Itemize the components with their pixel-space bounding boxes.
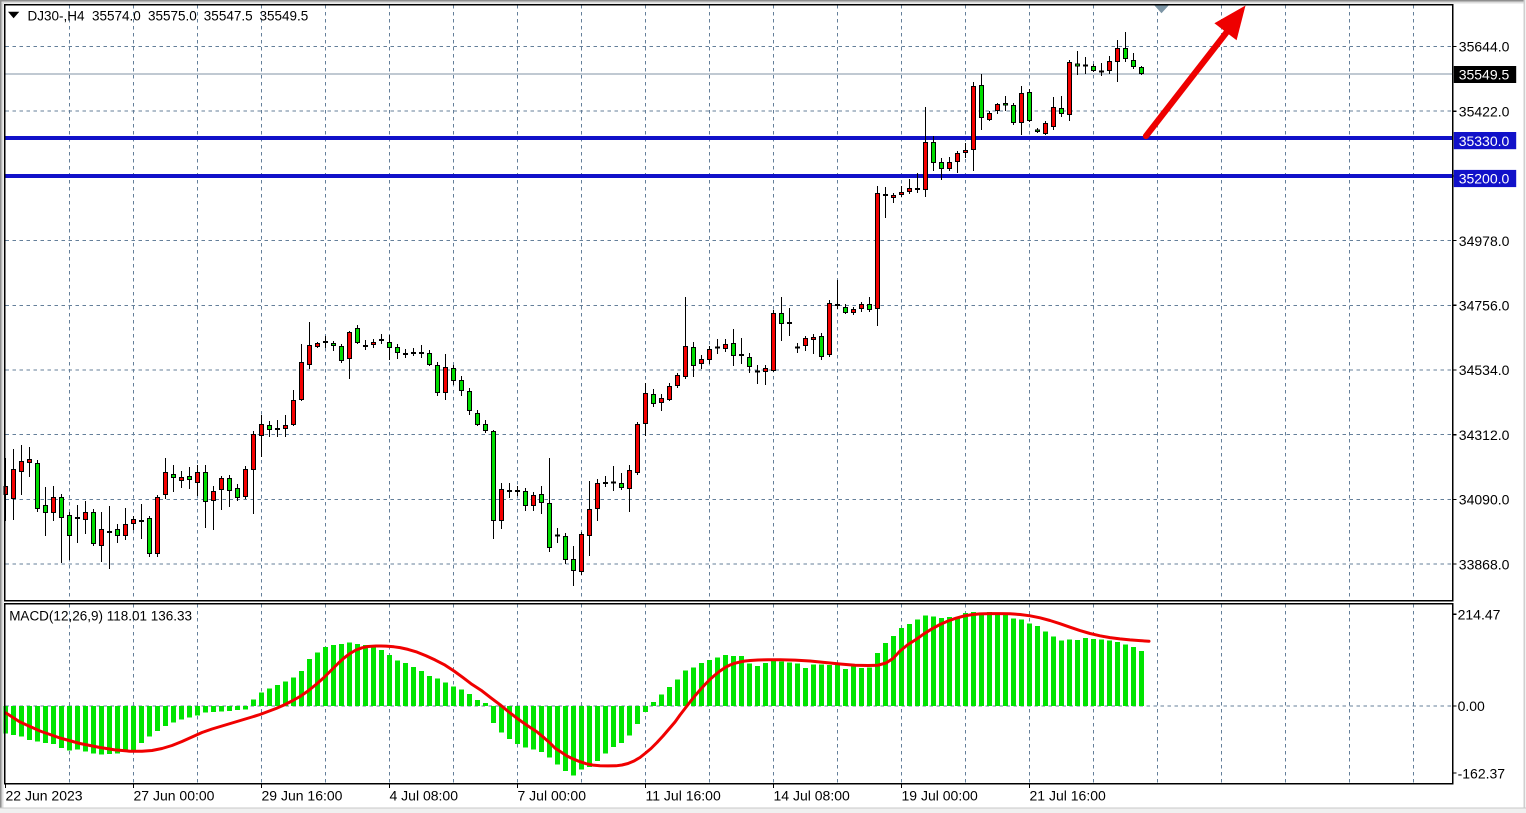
svg-text:214.47: 214.47 bbox=[1458, 607, 1501, 623]
svg-text:29 Jun 16:00: 29 Jun 16:00 bbox=[262, 787, 343, 803]
svg-text:34534.0: 34534.0 bbox=[1459, 362, 1510, 378]
svg-text:11 Jul 16:00: 11 Jul 16:00 bbox=[646, 787, 721, 803]
svg-text:DJ30-,H4: DJ30-,H4 bbox=[28, 8, 86, 23]
svg-text:33868.0: 33868.0 bbox=[1459, 556, 1510, 572]
svg-text:MACD(12,26,9) 118.01 136.33: MACD(12,26,9) 118.01 136.33 bbox=[9, 609, 192, 624]
svg-text:7 Jul 00:00: 7 Jul 00:00 bbox=[518, 787, 587, 803]
svg-text:21 Jul 16:00: 21 Jul 16:00 bbox=[1030, 787, 1106, 803]
svg-text:0.00: 0.00 bbox=[1458, 698, 1485, 714]
svg-text:27 Jun 00:00: 27 Jun 00:00 bbox=[134, 787, 215, 803]
svg-text:35575.0: 35575.0 bbox=[148, 8, 197, 23]
svg-text:35549.5: 35549.5 bbox=[1459, 67, 1510, 83]
svg-text:35422.0: 35422.0 bbox=[1459, 103, 1510, 119]
svg-text:35574.0: 35574.0 bbox=[92, 8, 141, 23]
svg-text:34312.0: 34312.0 bbox=[1459, 427, 1510, 443]
svg-text:35547.5: 35547.5 bbox=[204, 8, 253, 23]
svg-text:14 Jul 08:00: 14 Jul 08:00 bbox=[774, 787, 850, 803]
svg-text:35330.0: 35330.0 bbox=[1459, 133, 1510, 149]
svg-text:-162.37: -162.37 bbox=[1458, 765, 1506, 781]
svg-text:35200.0: 35200.0 bbox=[1459, 171, 1510, 187]
svg-text:35549.5: 35549.5 bbox=[260, 8, 309, 23]
svg-text:34756.0: 34756.0 bbox=[1459, 298, 1510, 314]
svg-text:19 Jul 00:00: 19 Jul 00:00 bbox=[902, 787, 978, 803]
svg-text:34978.0: 34978.0 bbox=[1459, 233, 1510, 249]
svg-text:35644.0: 35644.0 bbox=[1459, 39, 1510, 55]
svg-text:34090.0: 34090.0 bbox=[1459, 492, 1510, 508]
svg-text:22 Jun 2023: 22 Jun 2023 bbox=[6, 787, 83, 803]
svg-text:4 Jul 08:00: 4 Jul 08:00 bbox=[390, 787, 459, 803]
